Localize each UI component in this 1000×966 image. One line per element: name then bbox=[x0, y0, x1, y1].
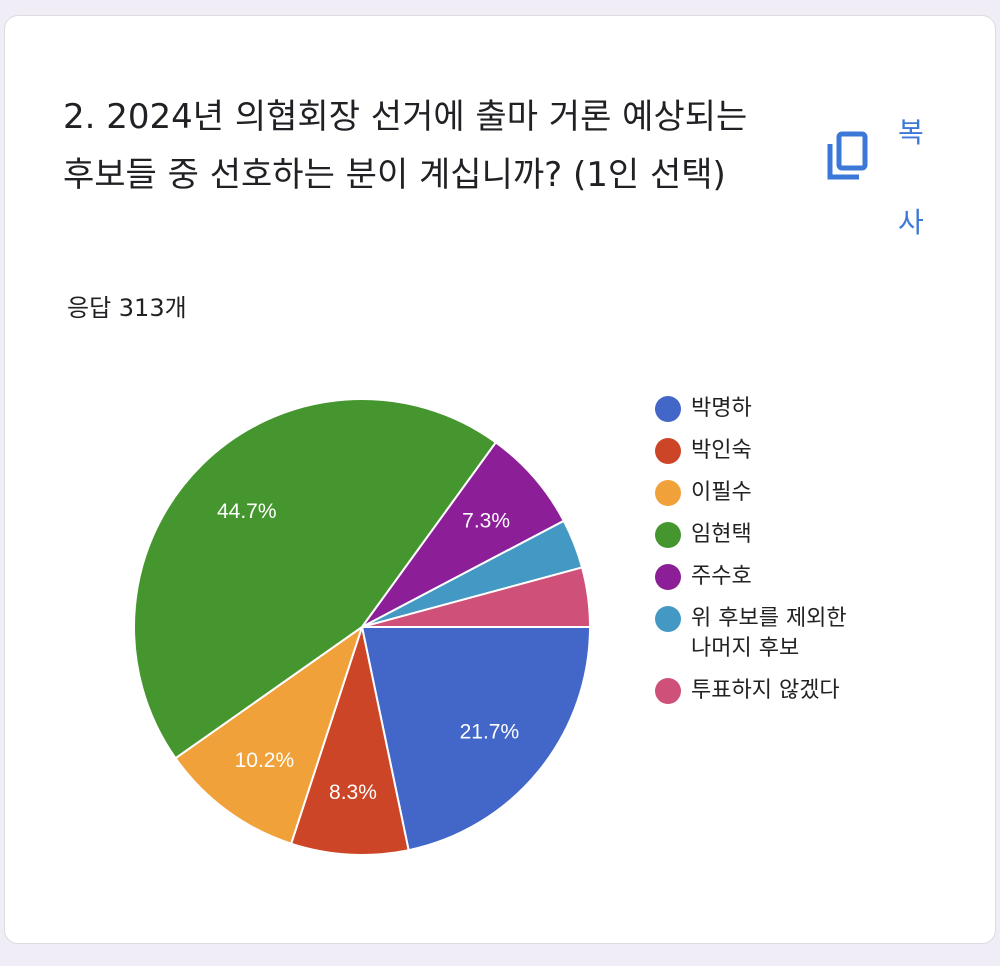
legend-swatch bbox=[655, 606, 681, 632]
legend-label: 투표하지 않겠다 bbox=[691, 678, 840, 703]
question-title: 2. 2024년 의협회장 선거에 출마 거론 예상되는 후보들 중 선호하는 … bbox=[63, 97, 748, 195]
pie-slice-3 bbox=[133, 398, 498, 760]
legend-swatch bbox=[655, 396, 681, 422]
copy-icon bbox=[827, 131, 868, 180]
legend-item: 투표하지 않겠다 bbox=[655, 676, 871, 706]
pie-slice-4 bbox=[361, 441, 566, 628]
slice-label: 10.2% bbox=[235, 749, 295, 772]
legend-swatch bbox=[655, 678, 681, 704]
slice-label: 7.3% bbox=[462, 510, 510, 533]
response-count: 응답 313개 bbox=[67, 294, 187, 322]
pie-slice-2 bbox=[174, 624, 364, 845]
copy-button[interactable]: 복사 bbox=[820, 88, 950, 239]
legend-swatch bbox=[655, 480, 681, 506]
slice-label: 8.3% bbox=[329, 781, 377, 804]
legend-item: 이필수 bbox=[655, 478, 871, 508]
legend-label: 박인숙 bbox=[691, 438, 752, 463]
legend-item: 박인숙 bbox=[655, 436, 871, 466]
pie-slice-6 bbox=[361, 566, 592, 628]
copy-label: 복사 bbox=[898, 116, 924, 239]
legend-label: 이필수 bbox=[691, 480, 752, 505]
legend-label: 주수호 bbox=[691, 564, 752, 589]
legend-label: 박명하 bbox=[691, 396, 752, 421]
legend-swatch bbox=[655, 564, 681, 590]
slice-label: 21.7% bbox=[460, 721, 520, 744]
legend-label: 위 후보를 제외한 나머지 후보 bbox=[691, 606, 847, 661]
legend-label: 임현택 bbox=[691, 522, 752, 547]
legend-item: 박명하 bbox=[655, 394, 871, 424]
slice-label: 44.7% bbox=[217, 500, 277, 523]
pie-slice-1 bbox=[289, 623, 410, 856]
pie-slice-0 bbox=[360, 626, 592, 852]
legend-item: 주수호 bbox=[655, 562, 871, 592]
legend-item: 위 후보를 제외한 나머지 후보 bbox=[655, 604, 871, 664]
legend-swatch bbox=[655, 438, 681, 464]
legend-item: 임현택 bbox=[655, 520, 871, 550]
legend-swatch bbox=[655, 522, 681, 548]
